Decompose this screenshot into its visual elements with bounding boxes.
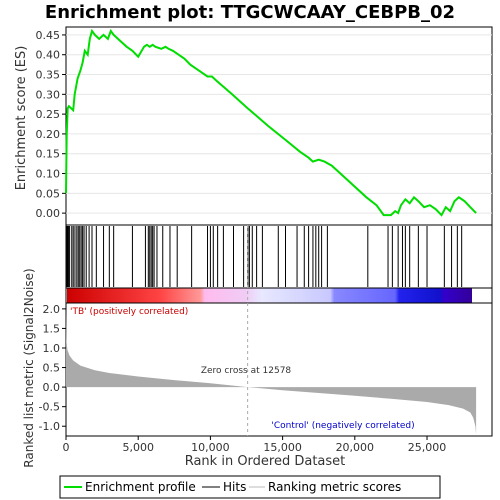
es-y-tick-label: 0.15 — [36, 148, 61, 161]
heat-bar — [67, 288, 472, 303]
x-tick-label: 10,000 — [191, 441, 230, 454]
es-y-tick-label: 0.00 — [36, 207, 61, 220]
metric-y-tick-label: 0.0 — [43, 381, 61, 394]
es-y-tick-label: 0.20 — [36, 128, 61, 141]
hits-panel-frame — [65, 224, 493, 289]
es-y-tick-label: 0.45 — [36, 29, 61, 42]
zero-cross-label: Zero cross at 12578 — [201, 366, 292, 376]
es-y-axis-label: Enrichment score (ES) — [14, 46, 29, 191]
positive-correlation-label: 'TB' (positively correlated) — [70, 307, 188, 317]
es-y-tick-label: 0.35 — [36, 69, 61, 82]
es-panel-frame — [65, 26, 493, 226]
legend-item-hits: Hits — [223, 480, 246, 494]
x-axis-label: Rank in Ordered Dataset — [185, 454, 346, 469]
es-y-tick-label: 0.30 — [36, 88, 61, 101]
legend-item-ranking-metric: Ranking metric scores — [268, 480, 401, 494]
metric-y-tick-label: 0.5 — [43, 362, 61, 375]
x-tick-label: 15,000 — [263, 441, 302, 454]
x-tick-label: 5,000 — [122, 441, 154, 454]
legend: Enrichment profile Hits Ranking metric s… — [59, 475, 441, 499]
ranking-color-bar — [65, 287, 493, 304]
es-y-tick-label: 0.05 — [36, 187, 61, 200]
metric-y-axis-label: Ranked list metric (Signal2Noise) — [22, 268, 36, 467]
es-y-ticks: 0.00 0.05 0.10 0.15 0.20 0.25 0.30 0.35 0.40 0.45 — [36, 29, 66, 220]
x-tick-label: 0 — [63, 441, 70, 454]
metric-y-tick-label: 1.0 — [43, 342, 61, 355]
legend-item-enrichment-profile: Enrichment profile — [85, 480, 196, 494]
hit-marks — [65, 226, 463, 287]
enrichment-profile-line — [65, 28, 477, 217]
es-panel: 0.00 0.05 0.10 0.15 0.20 0.25 0.30 0.35 0.40 0.45… — [14, 26, 493, 226]
metric-y-tick-label: -1.0 — [39, 420, 60, 433]
x-tick-label: 25,000 — [408, 441, 447, 454]
metric-x-ticks: 0 5,000 10,000 15,000 20,000 25,000 — [63, 436, 447, 454]
hits-panel — [65, 224, 493, 289]
negative-correlation-label: 'Control' (negatively correlated) — [271, 421, 414, 431]
es-y-tick-label: 0.25 — [36, 108, 61, 121]
chart-title: Enrichment plot: TTGCWCAAY_CEBPB_02 — [45, 2, 455, 23]
metric-y-tick-label: 2.0 — [43, 303, 61, 316]
metric-y-ticks: -1.0 -0.5 0.0 0.5 1.0 1.5 2.0 — [39, 303, 66, 433]
metric-panel: -1.0 -0.5 0.0 0.5 1.0 1.5 2.0 0 5,000 10,000 15,0… — [22, 225, 493, 469]
es-y-tick-label: 0.10 — [36, 168, 61, 181]
metric-y-tick-label: -0.5 — [39, 401, 60, 414]
metric-panel-frame — [65, 302, 493, 437]
x-tick-label: 20,000 — [336, 441, 375, 454]
es-y-tick-label: 0.40 — [36, 49, 61, 62]
metric-y-tick-label: 1.5 — [43, 322, 61, 335]
